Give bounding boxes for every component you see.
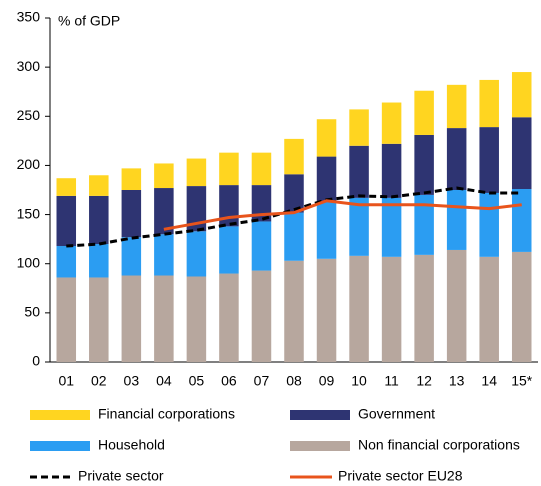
bar-segment [511, 72, 532, 118]
bar-segment [479, 256, 499, 362]
x-tick-label: 12 [416, 373, 432, 389]
legend-label: Financial corporations [98, 406, 235, 422]
x-tick-label: 15* [511, 373, 533, 389]
bar-segment [349, 255, 369, 362]
bar-segment [89, 244, 109, 278]
legend-swatch [30, 441, 90, 451]
legend-label: Non financial corporations [358, 437, 520, 453]
bar-segment [414, 134, 434, 195]
bar-segment [414, 194, 434, 255]
bar-segment [219, 152, 239, 186]
bar-segment [219, 273, 239, 362]
bar-segment [511, 251, 532, 362]
x-tick-label: 10 [351, 373, 367, 389]
y-tick-label: 200 [17, 156, 41, 172]
bar-segment [284, 260, 304, 362]
bar-segment [89, 277, 109, 362]
bar-segment [219, 226, 239, 274]
bar-segment [284, 138, 304, 175]
y-axis-label: % of GDP [58, 13, 120, 29]
bar-segment [251, 221, 272, 271]
bar-segment [479, 127, 499, 193]
bar-segment [511, 189, 532, 252]
line [66, 186, 522, 248]
bar-segment [349, 145, 369, 198]
bar-segment [89, 175, 109, 196]
bar-segment [284, 174, 304, 213]
bar-segment [251, 152, 272, 186]
bar-segment [446, 190, 467, 250]
bar-segment [446, 128, 467, 190]
bar-segment [446, 84, 467, 129]
legend-swatch [290, 441, 350, 451]
bar-segment [154, 188, 174, 235]
bar-segment [414, 90, 434, 135]
x-tick-label: 14 [481, 373, 497, 389]
bar-segment [381, 102, 402, 144]
bar-segment [89, 195, 109, 245]
bar-segment [349, 197, 369, 256]
bar-segment [316, 156, 337, 202]
bar-segment [446, 249, 467, 362]
y-tick-label: 350 [17, 9, 41, 25]
legend-swatch [30, 410, 90, 420]
x-tick-label: 05 [189, 373, 205, 389]
y-tick-label: 300 [17, 58, 41, 74]
bar-segment [381, 256, 402, 362]
y-tick-label: 0 [32, 353, 40, 369]
bar-segment [349, 109, 369, 146]
bar-segment [316, 201, 337, 259]
bar-segment [381, 143, 402, 198]
bar-segment [121, 275, 142, 362]
bar-segment [186, 158, 207, 187]
x-tick-label: 09 [319, 373, 335, 389]
bar-segment [479, 192, 499, 257]
x-tick-label: 03 [124, 373, 140, 389]
y-tick-label: 100 [17, 254, 41, 270]
bar-segment [121, 190, 142, 238]
bar-segment [414, 254, 434, 362]
x-tick-label: 06 [221, 373, 237, 389]
x-tick-label: 01 [58, 373, 74, 389]
bar-segment [186, 276, 207, 362]
bar-segment [154, 275, 174, 362]
bar-segment [154, 163, 174, 189]
x-tick-label: 07 [254, 373, 270, 389]
legend-swatch [290, 410, 350, 420]
bar-segment [56, 246, 77, 278]
bar-segment [511, 117, 532, 190]
bar-segment [316, 119, 337, 157]
bar-segment [186, 186, 207, 232]
y-tick-label: 50 [24, 304, 40, 320]
y-tick-label: 250 [17, 107, 41, 123]
bar-segment [381, 197, 402, 257]
y-tick-label: 150 [17, 205, 41, 221]
bar-segment [479, 79, 499, 128]
bar-segment [121, 237, 142, 276]
bar-segment [56, 277, 77, 362]
legend-label: Private sector EU28 [338, 468, 463, 484]
legend-label: Private sector [78, 468, 164, 484]
x-tick-label: 02 [91, 373, 107, 389]
x-tick-label: 08 [286, 373, 302, 389]
bar-segment [251, 185, 272, 222]
bar-segment [251, 270, 272, 362]
bar-segment [56, 178, 77, 196]
legend-label: Government [358, 406, 435, 422]
legend-label: Household [98, 437, 165, 453]
x-tick-label: 11 [384, 373, 399, 389]
bar-segment [121, 168, 142, 190]
bar-segment [316, 258, 337, 362]
x-tick-label: 13 [449, 373, 465, 389]
line [163, 199, 522, 231]
bar-segment [56, 195, 77, 247]
bar-segment [186, 231, 207, 277]
x-tick-label: 04 [156, 373, 172, 389]
bar-segment [284, 212, 304, 261]
bar-segment [154, 234, 174, 276]
